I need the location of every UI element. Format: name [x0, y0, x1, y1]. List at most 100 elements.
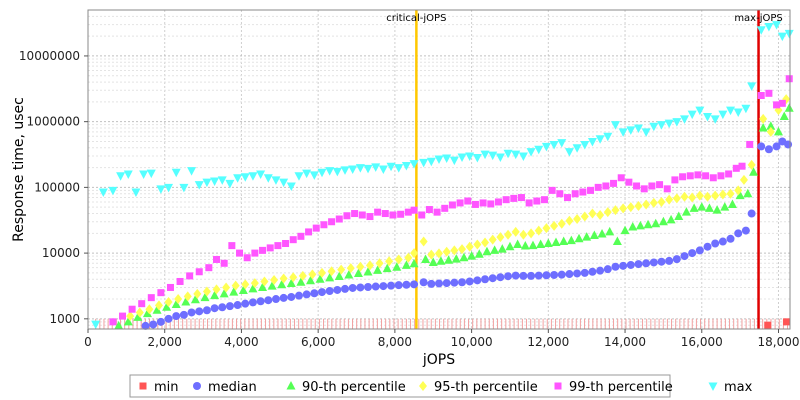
data-point: [289, 272, 298, 283]
data-point: [785, 75, 793, 83]
data-point: [739, 174, 748, 185]
data-point: [152, 305, 162, 314]
data-point: [419, 158, 429, 168]
data-point: [335, 215, 343, 223]
data-point: [587, 186, 595, 194]
data-point: [157, 289, 165, 297]
data-point: [557, 218, 566, 229]
data-point: [248, 298, 257, 307]
data-point: [202, 286, 211, 297]
data-point: [327, 266, 336, 277]
data-point: [123, 170, 133, 179]
data-point: [260, 276, 269, 287]
data-point: [665, 256, 674, 265]
data-point: [179, 183, 189, 193]
data-point: [394, 254, 403, 265]
data-point: [513, 239, 523, 249]
data-point: [231, 280, 240, 291]
legend-item: median: [193, 380, 257, 395]
legend-swatch: [193, 382, 201, 390]
data-point: [389, 211, 397, 219]
data-point: [363, 267, 373, 276]
data-point: [625, 178, 633, 186]
data-point: [517, 194, 525, 202]
data-point: [174, 294, 183, 305]
data-point: [686, 172, 694, 180]
data-point: [145, 304, 154, 315]
data-point: [172, 312, 181, 321]
data-point: [480, 150, 490, 160]
data-point: [337, 264, 346, 275]
data-points: [91, 21, 794, 330]
data-point: [341, 284, 350, 293]
data-point: [218, 303, 227, 312]
data-point: [711, 239, 720, 248]
y-tick-label: 1000: [49, 312, 80, 326]
data-point: [418, 211, 426, 219]
data-point: [419, 236, 428, 247]
data-point: [373, 265, 383, 274]
y-tick-label: 100000: [34, 180, 80, 194]
data-point: [697, 202, 707, 211]
data-point: [680, 115, 690, 124]
data-point: [356, 261, 365, 272]
data-point: [457, 153, 467, 162]
data-point: [572, 144, 582, 153]
data-point: [626, 202, 635, 213]
data-point: [421, 254, 431, 263]
data-point: [487, 200, 495, 208]
data-point: [220, 259, 228, 267]
data-point: [282, 239, 290, 247]
data-point: [225, 179, 235, 189]
data-point: [451, 254, 461, 263]
data-point: [488, 274, 497, 283]
data-point: [458, 278, 467, 287]
data-point: [648, 182, 656, 190]
data-point: [671, 176, 679, 184]
data-point: [649, 122, 659, 132]
x-tick-label: 4,000: [224, 335, 258, 349]
data-point: [419, 278, 428, 287]
data-point: [582, 232, 592, 241]
marker-label-max-jOPS: max-jOPS: [734, 13, 782, 24]
data-point: [473, 276, 482, 285]
data-point: [566, 235, 576, 245]
data-point: [334, 271, 344, 281]
data-point: [664, 119, 674, 129]
data-point: [694, 171, 702, 179]
data-point: [312, 224, 320, 232]
data-point: [610, 179, 618, 187]
data-point: [353, 268, 363, 277]
data-point: [573, 269, 582, 278]
data-point: [626, 126, 636, 135]
legend-swatch: [708, 382, 718, 391]
data-point: [564, 148, 574, 157]
data-point: [404, 208, 412, 216]
data-point: [325, 287, 334, 296]
data-point: [456, 199, 464, 207]
data-point: [256, 297, 265, 306]
data-point: [233, 301, 242, 310]
data-point: [688, 192, 697, 203]
data-point: [718, 110, 728, 120]
data-point: [511, 150, 521, 160]
data-point: [241, 279, 250, 290]
data-point: [397, 210, 405, 218]
data-point: [772, 142, 781, 151]
data-point: [236, 249, 244, 257]
data-point: [298, 270, 307, 281]
data-point: [200, 292, 210, 302]
data-point: [474, 249, 484, 258]
data-point: [394, 281, 403, 290]
data-point: [687, 110, 697, 120]
data-point: [448, 201, 456, 209]
data-point: [741, 226, 750, 235]
data-point: [233, 174, 243, 183]
data-point: [91, 320, 101, 330]
data-point: [241, 299, 250, 308]
data-point: [128, 305, 136, 313]
data-point: [656, 121, 666, 130]
data-point: [274, 242, 282, 250]
data-point: [294, 172, 304, 181]
data-point: [135, 307, 144, 318]
